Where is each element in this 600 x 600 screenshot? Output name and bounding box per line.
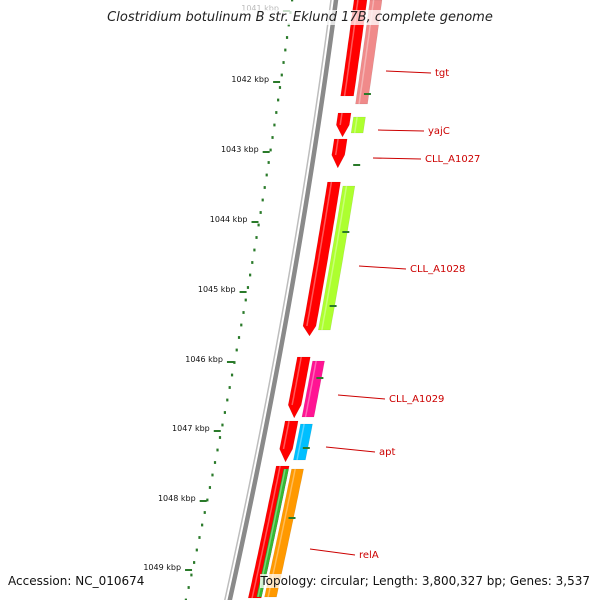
ruler-dot-20 — [253, 248, 256, 252]
cds-block-2 — [331, 138, 348, 169]
gene-block-relA — [264, 468, 304, 598]
cds-block-5-shine — [282, 420, 290, 450]
leader-CLL_A1027 — [372, 157, 422, 160]
ruler-dot-40 — [206, 498, 209, 502]
gene-label-apt: apt — [379, 447, 395, 458]
cds-block-4 — [287, 356, 311, 419]
cds-block-3 — [302, 181, 341, 337]
gene-label-CLL_A1027: CLL_A1027 — [425, 154, 480, 165]
ruler-label-5: 1046 kbp — [185, 355, 223, 364]
ruler-dot-25 — [242, 311, 245, 314]
cds-block-5 — [279, 420, 299, 463]
ruler-dot-44 — [195, 548, 198, 552]
ruler-label-7: 1048 kbp — [158, 494, 196, 503]
ruler-dot-3 — [285, 36, 289, 39]
ruler-dot-8 — [277, 98, 280, 102]
ruler-dot-12 — [269, 148, 272, 152]
gene-block-yajC — [350, 116, 366, 134]
ruler-dot-30 — [230, 373, 234, 377]
ruler-label-8: 1049 kbp — [143, 563, 181, 572]
gene-block-CLL_A1029-shine — [304, 360, 317, 418]
ruler-label-1: 1042 kbp — [231, 75, 269, 84]
gene-block-stripe — [256, 468, 289, 598]
topology-label: Topology: circular; Length: 3,800,327 bp… — [260, 574, 590, 588]
ruler-dot-41 — [203, 511, 206, 514]
gene-label-tgt: tgt — [435, 68, 449, 79]
leader-relA — [309, 548, 356, 556]
ruler-dot-7 — [278, 86, 282, 89]
ruler-dot-47 — [187, 586, 190, 589]
ruler-dot-38 — [211, 473, 214, 477]
ruler-dot-0 — [291, 0, 294, 2]
ruler-dot-9 — [275, 111, 278, 114]
cds-block-3-shine — [306, 181, 333, 327]
ruler-dot-46 — [190, 573, 193, 577]
ruler-dot-17 — [259, 211, 262, 214]
ruler-dot-10 — [273, 123, 276, 127]
ruler-dot-6 — [280, 73, 283, 77]
backbone-inner — [224, 0, 332, 600]
leader-CLL_A1028 — [358, 265, 407, 270]
ruler-dot-31 — [228, 386, 231, 389]
accession-label: Accession: NC_010674 — [8, 574, 145, 588]
backbone-outer — [227, 0, 339, 600]
gene-label-CLL_A1028: CLL_A1028 — [410, 264, 465, 275]
leader-apt — [325, 446, 376, 453]
ruler-dot-35 — [218, 436, 222, 439]
ruler-dot-23 — [246, 286, 250, 289]
ruler-dot-32 — [226, 398, 229, 402]
ruler-dot-45 — [193, 561, 196, 564]
ruler-dot-2 — [287, 23, 290, 27]
ruler-dot-15 — [263, 186, 266, 189]
gene-label-yajC: yajC — [428, 126, 450, 137]
cds-block-2-shine — [334, 138, 339, 156]
ruler-dot-33 — [223, 411, 226, 414]
cds-block-1 — [336, 112, 352, 138]
ruler-dot-18 — [257, 223, 260, 227]
ruler-dot-26 — [240, 323, 243, 327]
ruler-dot-43 — [198, 536, 201, 539]
ruler-dot-14 — [265, 173, 268, 177]
gene-block-CLL_A1028-shine — [321, 185, 348, 331]
ruler-dot-36 — [216, 448, 219, 452]
ruler-dot-5 — [282, 61, 285, 64]
leader-CLL_A1029 — [337, 394, 386, 400]
ruler-label-4: 1045 kbp — [198, 285, 236, 294]
ruler-dot-48 — [184, 598, 187, 600]
gene-block-apt-shine — [296, 423, 305, 461]
cds-block-4-shine — [291, 356, 302, 406]
ruler-dot-42 — [201, 523, 204, 527]
leader-tgt — [385, 70, 432, 74]
ruler-label-6: 1047 kbp — [172, 424, 210, 433]
gene-block-tgt — [355, 0, 383, 105]
ruler-dot-19 — [255, 236, 258, 239]
ruler-dot-29 — [233, 361, 236, 364]
gene-block-yajC-shine — [353, 116, 358, 134]
gene-label-relA: relA — [359, 550, 379, 561]
ruler-label-2: 1043 kbp — [221, 145, 259, 154]
leader-yajC — [377, 129, 425, 132]
cds-block-1-shine — [339, 112, 343, 126]
ruler-label-3: 1044 kbp — [210, 215, 248, 224]
genome-title: Clostridium botulinum B str. Eklund 17B,… — [0, 10, 600, 25]
ruler-dot-4 — [284, 48, 287, 52]
ruler-dot-21 — [251, 261, 254, 264]
ruler-dot-24 — [244, 298, 247, 302]
ruler-dot-16 — [261, 198, 264, 202]
ruler-dot-27 — [237, 336, 241, 339]
ruler-dot-39 — [208, 486, 212, 489]
ruler-dot-11 — [271, 136, 274, 139]
gene-block-apt — [293, 423, 313, 461]
gene-label-CLL_A1029: CLL_A1029 — [389, 394, 444, 405]
ruler-dot-37 — [213, 461, 217, 464]
ruler-label-0: 1041 kbp — [241, 4, 279, 13]
ruler-dot-22 — [249, 273, 252, 277]
ruler-dot-28 — [235, 348, 238, 352]
ruler-dot-13 — [267, 161, 270, 164]
ruler-dot-34 — [221, 423, 224, 427]
cds-block-6-shine — [251, 465, 281, 599]
